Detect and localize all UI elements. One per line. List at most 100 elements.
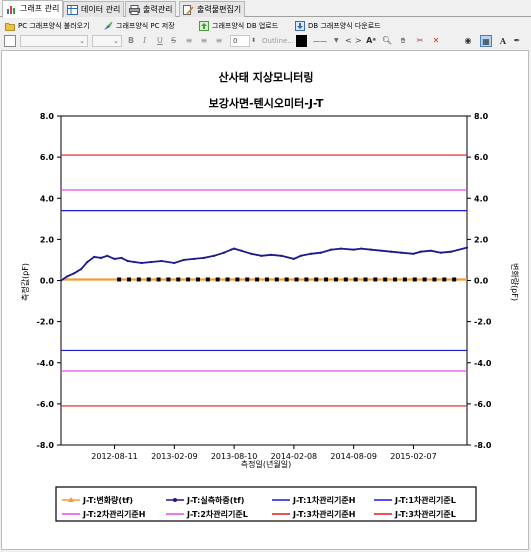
delete-icon[interactable]: ✕ <box>432 36 440 45</box>
y-tick-label-right: -8.0 <box>474 441 492 450</box>
database-download-icon <box>295 21 305 31</box>
align-left-icon[interactable]: ≡ <box>185 36 193 45</box>
change-series-marker <box>205 277 210 282</box>
tab-print-management[interactable]: 출력관리 <box>125 1 177 17</box>
scissors-icon[interactable]: ✂ <box>416 36 424 45</box>
y-tick-label-left: -8.0 <box>37 441 55 450</box>
grid-toggle-icon[interactable]: ▦ <box>480 35 492 47</box>
change-series-marker <box>146 277 151 282</box>
font-size-select[interactable]: ⌄ <box>92 35 122 47</box>
y-tick-label-left: -4.0 <box>37 359 55 368</box>
align-right-icon[interactable]: ≡ <box>215 36 223 45</box>
line-style-select[interactable]: —— <box>313 37 327 45</box>
edit-document-icon <box>183 5 194 15</box>
measured-series-point <box>439 251 442 254</box>
legend: J-T:변화량(tf) J-T:실측하중(tf) J-T:1차관리기준H J-T:1차… <box>55 486 477 522</box>
change-series-marker <box>166 277 171 282</box>
change-series-marker <box>195 277 200 282</box>
measured-series-point <box>240 249 243 252</box>
upload-db-form-button[interactable]: 그래프양식 DB 업로드 <box>198 20 278 32</box>
measured-series-point <box>173 261 176 265</box>
measured-series-point <box>106 254 109 257</box>
change-series-marker <box>136 277 141 282</box>
outline-field[interactable]: Outline... <box>262 37 294 45</box>
change-series-marker <box>294 277 299 282</box>
change-series-marker <box>284 277 289 282</box>
change-series-marker <box>176 277 181 282</box>
change-series-marker <box>422 277 427 282</box>
italic-button[interactable]: I <box>143 36 147 45</box>
measured-series-point <box>93 255 96 258</box>
fill-color-swatch[interactable] <box>4 35 16 47</box>
color-palette-icon[interactable]: ◉ <box>464 36 472 45</box>
measured-series-point <box>66 275 69 278</box>
x-tick-label: 2013-08-10 <box>211 452 258 461</box>
tab-bar: 그래프 관리 데이터 관리 출력관리 출력물편집기 <box>0 0 531 18</box>
size-spin-input[interactable]: 0 <box>230 35 250 47</box>
tab-print-editor[interactable]: 출력물편집기 <box>179 1 246 17</box>
change-series-marker <box>225 277 230 282</box>
measured-series-point <box>160 259 163 263</box>
measured-series-point <box>59 279 63 282</box>
measured-series-point <box>260 254 263 257</box>
change-series-marker <box>186 277 191 282</box>
y-tick-label-right: 4.0 <box>474 194 489 203</box>
change-series-marker <box>126 277 131 282</box>
x-tick-label: 2014-08-09 <box>330 452 377 461</box>
legend-label: J-T:2차관리기준H <box>82 509 145 519</box>
font-family-select[interactable]: ⌄ <box>20 35 88 47</box>
pen-icon[interactable]: ✒ <box>513 36 521 45</box>
zoom-icon[interactable]: 🔍︎ <box>381 36 393 45</box>
change-series-marker <box>383 277 388 282</box>
tab-label: 데이터 관리 <box>81 5 121 14</box>
bold-button[interactable]: B <box>128 36 135 45</box>
tab-label: 출력관리 <box>143 5 173 14</box>
measured-series-point <box>133 260 136 264</box>
download-db-form-button[interactable]: DB 그래프양식 다운로드 <box>294 20 381 32</box>
tab-graph-management[interactable]: 그래프 관리 <box>2 0 64 18</box>
measured-series-point <box>120 256 123 259</box>
x-tick-label: 2012-08-11 <box>91 452 138 461</box>
x-tick-label: 2015-02-07 <box>390 452 437 461</box>
chart-svg[interactable]: 산사태 지상모니터링 보강사면-텐시오미터-J-T 8.0 8.0 6.0 6.0 4.… <box>2 51 530 551</box>
underline-button[interactable]: U <box>157 36 163 45</box>
measured-series-point <box>292 257 295 261</box>
x-tick-label: 2014-02-08 <box>271 452 318 461</box>
bar-chart-icon <box>7 6 15 14</box>
measured-series-point <box>390 250 393 253</box>
strikethrough-button[interactable]: S <box>171 36 177 45</box>
measured-series-point <box>369 248 373 251</box>
chevron-down-icon[interactable]: ▼ <box>334 37 339 44</box>
next-button[interactable]: > <box>355 36 362 45</box>
measured-series-point <box>352 248 355 251</box>
line-color-swatch[interactable] <box>296 35 307 47</box>
change-series-marker <box>255 277 260 282</box>
change-series-marker <box>156 277 161 282</box>
spin-arrows-icon[interactable]: ⬍ <box>251 37 257 44</box>
change-series-marker <box>314 277 319 282</box>
y-tick-label-right: 8.0 <box>474 112 489 121</box>
tab-data-management[interactable]: 데이터 관리 <box>63 1 125 17</box>
chart-title: 산사태 지상모니터링 <box>219 70 314 84</box>
legend-label: J-T:3차관리기준H <box>292 509 355 519</box>
change-series-marker <box>333 277 338 282</box>
y-tick-label-right: -2.0 <box>474 318 492 327</box>
prev-button[interactable]: < <box>345 36 352 45</box>
align-center-icon[interactable]: ≡ <box>200 36 208 45</box>
change-series-marker <box>324 277 329 282</box>
measured-series-point <box>150 260 153 264</box>
legend-marker <box>68 497 74 502</box>
y-tick-label-right: 6.0 <box>474 153 489 162</box>
y-axis-label-right: 변화량(pF) <box>510 263 520 301</box>
measured-series-point <box>280 254 283 257</box>
change-series-marker <box>353 277 358 282</box>
save-pc-form-button[interactable]: 그래프양식 PC 저장 <box>102 20 175 32</box>
load-pc-form-button[interactable]: PC 그래프양식 불러오기 <box>4 20 90 32</box>
measured-series-point <box>299 254 302 257</box>
text-icon[interactable]: A <box>499 36 507 46</box>
measured-series-point <box>429 249 432 252</box>
upload-icon <box>199 21 209 31</box>
pan-hand-icon[interactable]: ✋︎ <box>400 36 406 45</box>
text-size-icon[interactable]: Aᵃ <box>366 36 376 45</box>
change-series-marker <box>304 277 309 282</box>
